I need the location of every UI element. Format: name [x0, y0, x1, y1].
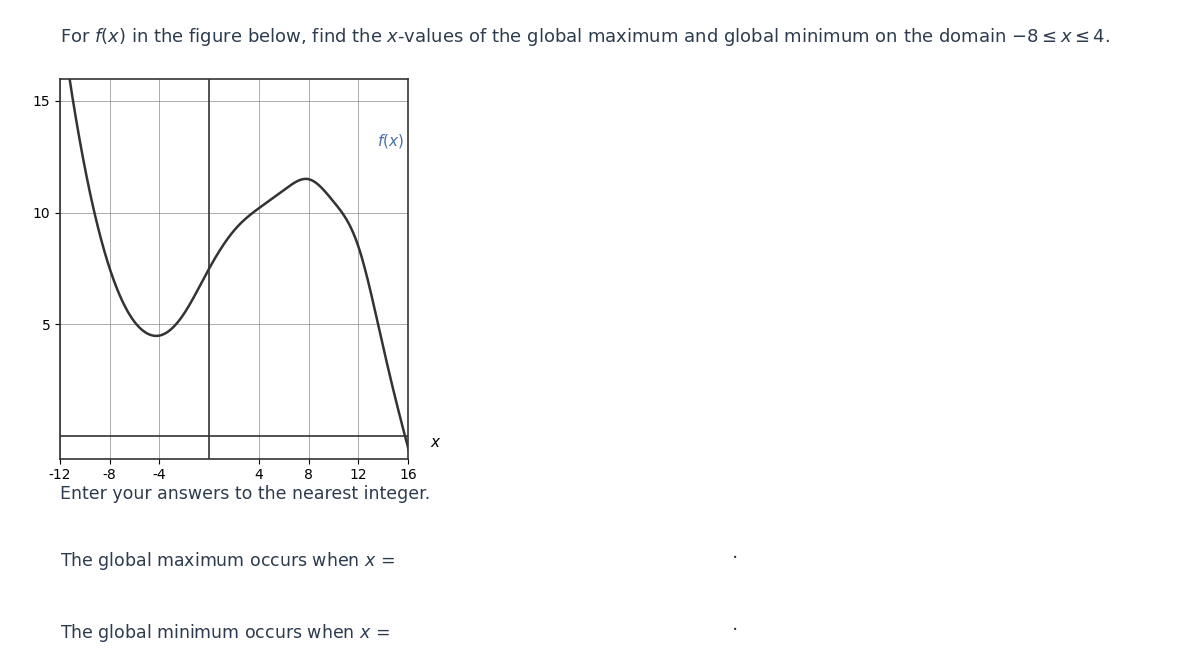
Text: The global maximum occurs when $x$ =: The global maximum occurs when $x$ =	[60, 550, 397, 572]
Text: For $f(x)$ in the figure below, find the $x$-values of the global maximum and gl: For $f(x)$ in the figure below, find the…	[60, 26, 1110, 48]
Text: Enter your answers to the nearest integer.: Enter your answers to the nearest intege…	[60, 485, 431, 502]
Text: i: i	[486, 617, 492, 631]
Text: The global minimum occurs when $x$ =: The global minimum occurs when $x$ =	[60, 622, 391, 645]
Text: .: .	[732, 614, 738, 634]
Text: $x$: $x$	[431, 436, 442, 451]
Text: $f(x)$: $f(x)$	[377, 132, 404, 150]
Text: i: i	[486, 545, 492, 559]
Text: .: .	[732, 542, 738, 562]
